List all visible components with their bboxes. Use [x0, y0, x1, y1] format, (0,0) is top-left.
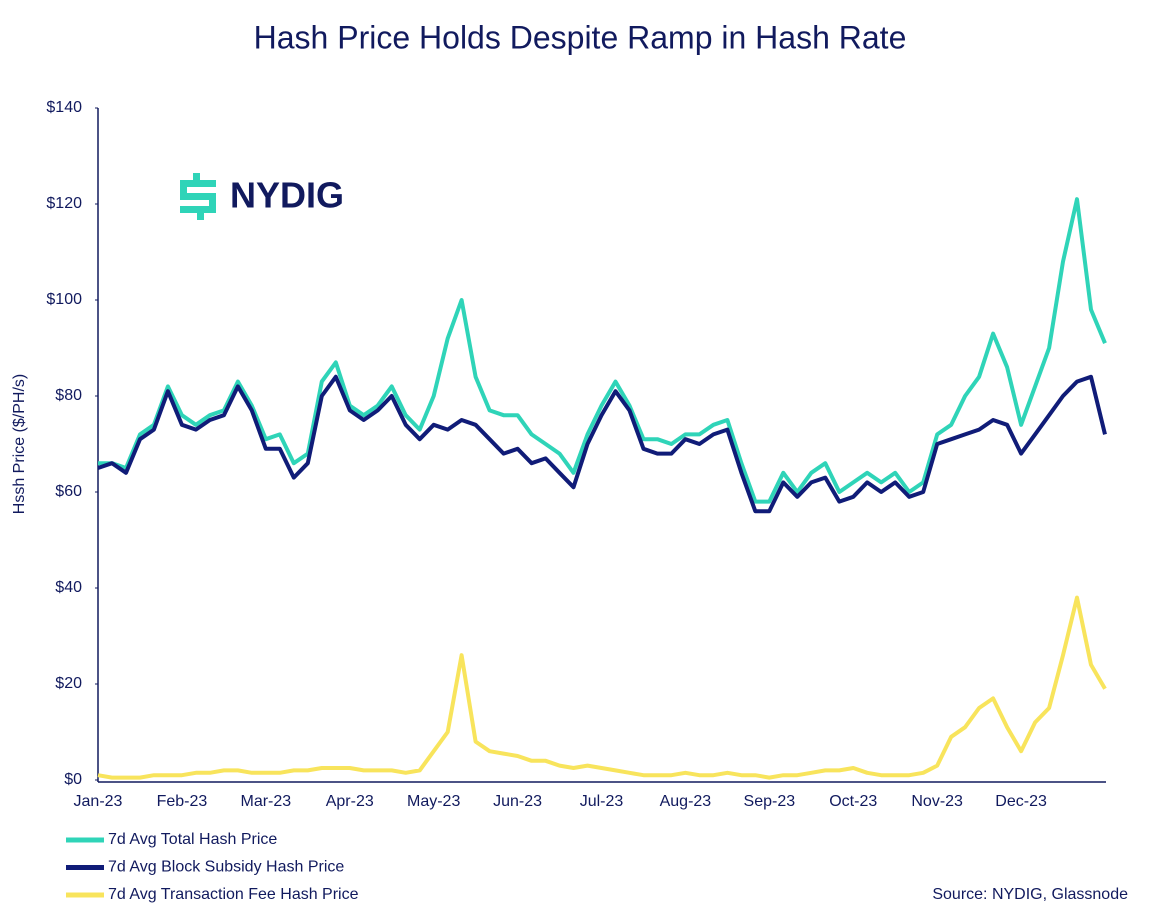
- y-tick-label: $120: [46, 195, 82, 212]
- logo-bar: [197, 208, 204, 220]
- logo-bar: [209, 193, 216, 213]
- logo-icon: [180, 173, 216, 220]
- legend-label: 7d Avg Transaction Fee Hash Price: [108, 886, 359, 903]
- x-tick-label: Mar-23: [240, 793, 291, 810]
- y-tick-label: $20: [55, 675, 82, 692]
- logo-bar: [193, 173, 200, 185]
- logo-bar: [180, 180, 187, 200]
- x-tick-label: Sep-23: [744, 793, 796, 810]
- legend-label: 7d Avg Block Subsidy Hash Price: [108, 859, 344, 876]
- x-tick-label: Apr-23: [326, 793, 374, 810]
- y-tick-label: $60: [55, 483, 82, 500]
- y-tick-label: $80: [55, 387, 82, 404]
- logo-text: NYDIG: [230, 175, 344, 216]
- series-line: [97, 374, 1107, 514]
- series-line: [97, 595, 1107, 780]
- x-tick-label: Jun-23: [493, 793, 542, 810]
- logo-bar: [180, 193, 216, 200]
- y-tick-label: $140: [46, 99, 82, 116]
- x-tick-label: Nov-23: [911, 793, 963, 810]
- x-tick-label: Aug-23: [660, 793, 712, 810]
- x-tick-label: Jul-23: [580, 793, 624, 810]
- x-tick-label: Feb-23: [157, 793, 208, 810]
- series-line: [98, 197, 1107, 504]
- y-tick-label: $0: [64, 771, 82, 788]
- x-tick-label: Dec-23: [995, 793, 1047, 810]
- legend-label: 7d Avg Total Hash Price: [108, 831, 277, 848]
- x-tick-label: May-23: [407, 793, 460, 810]
- y-tick-label: $40: [55, 579, 82, 596]
- source-note: Source: NYDIG, Glassnode: [932, 886, 1128, 903]
- x-tick-label: Oct-23: [829, 793, 877, 810]
- x-tick-label: Jan-23: [74, 793, 123, 810]
- y-tick-label: $100: [46, 291, 82, 308]
- chart-title: Hash Price Holds Despite Ramp in Hash Ra…: [254, 19, 907, 55]
- y-axis-label: Hssh Price ($/PH/s): [11, 374, 28, 514]
